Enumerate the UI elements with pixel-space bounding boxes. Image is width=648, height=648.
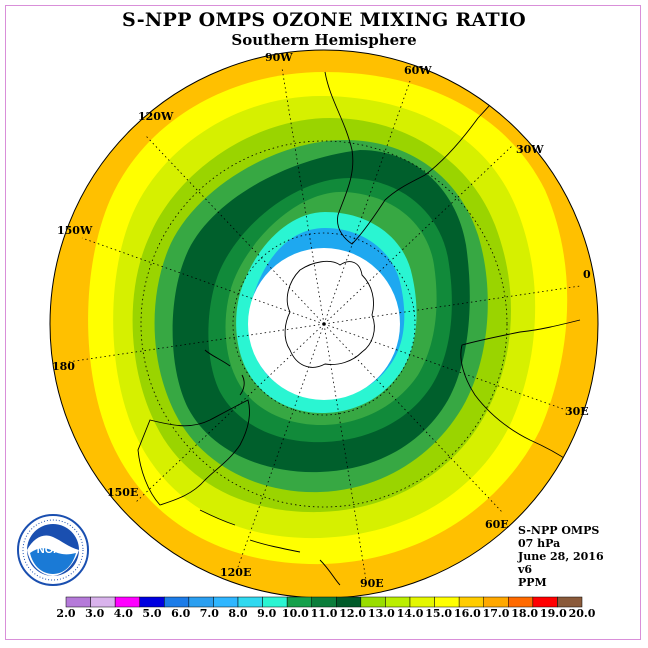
colorbar-swatch [336,596,362,608]
indonesia-islands [199,509,341,586]
colorbar-swatch [286,596,312,608]
colorbar-tick-label: 6.0 [171,607,191,620]
colorbar-swatch [262,596,288,608]
colorbar-tick-label: 15.0 [425,607,453,620]
south-pole-dot [322,322,326,326]
map-title: S-NPP OMPS OZONE MIXING RATIO [121,9,527,31]
colorbar-swatch [311,596,337,608]
australia-coast [137,399,251,506]
colorbar-tick-label: 12.0 [339,607,367,620]
colorbar-tick-label: 17.0 [482,607,510,620]
colorbar-swatch [483,596,509,608]
info-panel: S-NPP OMPS 07 hPa June 28, 2016 v6 PPM [518,524,604,589]
lon-label-30w: 30W [516,143,544,156]
colorbar-swatch [164,596,190,608]
lon-label-60e: 60E [485,518,509,531]
colorbar-tick-label: 7.0 [199,607,219,620]
colorbar-swatch [90,596,116,608]
map-subtitle: Southern Hemisphere [231,31,417,49]
colorbar-tick-label: 10.0 [281,607,309,620]
colorbar-swatch [458,596,484,608]
colorbar-tick-label: 11.0 [310,607,338,620]
south-america-coast [324,71,506,245]
lon-label-60w: 60W [404,64,432,77]
lon-label-90e: 90E [360,577,384,590]
lon-label-120w: 120W [138,110,174,123]
colorbar-swatch [114,596,140,608]
graticule [67,67,581,581]
info-instrument: S-NPP OMPS [518,524,600,537]
colorbar-tick-label: 20.0 [568,607,596,620]
logo-text: NOAA [37,544,69,556]
lon-label-90w: 90W [265,51,293,64]
info-date: June 28, 2016 [518,550,604,563]
africa-coast [460,319,581,463]
colorbar-tick-label: 9.0 [257,607,277,620]
lon-label-150w: 150W [57,224,93,237]
colorbar-swatch [213,596,239,608]
lon-label-150e: 150E [107,486,139,499]
noaa-logo-icon: NOAA [17,514,89,586]
colorbar-swatch [508,596,534,608]
colorbar-swatch [360,596,386,608]
colorbar-swatch [532,596,558,608]
colorbar-swatch [139,596,165,608]
lon-label-30e: 30E [565,405,589,418]
new-zealand-coast [204,349,245,396]
colorbar-tick-label: 4.0 [113,607,133,620]
colorbar-tick-label: 19.0 [539,607,567,620]
colorbar-tick-label: 8.0 [228,607,248,620]
colorbar-swatch [237,596,263,608]
info-unit: PPM [518,576,547,589]
colorbar-swatch [557,596,583,608]
lon-label-120e: 120E [220,566,252,579]
info-level: 07 hPa [518,537,561,550]
colorbar-swatch [188,596,214,608]
colorbar-swatch [385,596,411,608]
colorbar-tick-label: 5.0 [142,607,162,620]
colorbar-tick-label: 18.0 [511,607,539,620]
antarctica-coast [284,260,375,368]
colorbar-tick-label: 13.0 [367,607,395,620]
colorbar-tick-label: 3.0 [85,607,105,620]
colorbar-swatch [409,596,435,608]
colorbar-tick-label: 16.0 [453,607,481,620]
lon-label-0: 0 [583,268,591,281]
colorbar-tick-label: 2.0 [56,607,76,620]
colorbar-swatch [434,596,460,608]
map-frame [5,5,641,640]
lon-label-180: 180 [52,360,75,373]
colorbar-swatch [65,596,91,608]
info-version: v6 [518,563,533,576]
colorbar-tick-label: 14.0 [396,607,424,620]
